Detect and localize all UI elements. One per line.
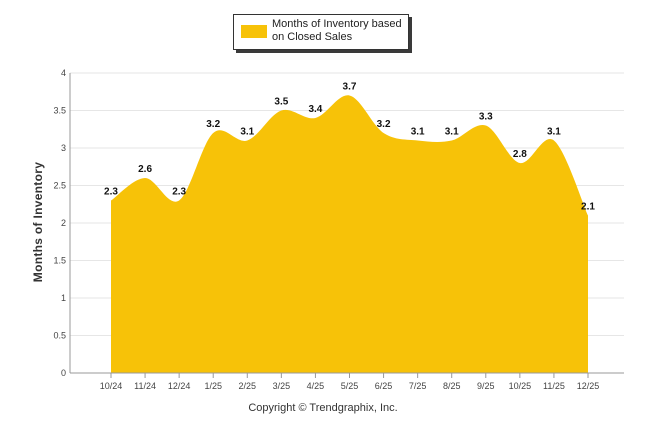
data-label: 2.3 xyxy=(172,187,186,198)
x-tick-label: 2/25 xyxy=(239,381,257,391)
axes xyxy=(69,73,624,378)
y-tick-labels: 0 0.5 1 1.5 2 2.5 3 3.5 4 xyxy=(53,68,66,378)
x-tick-label: 5/25 xyxy=(341,381,359,391)
x-tick-label: 4/25 xyxy=(307,381,325,391)
y-tick-label: 3 xyxy=(61,143,66,153)
data-label: 2.3 xyxy=(104,187,118,198)
y-tick-label: 2 xyxy=(61,218,66,228)
x-tick-label: 9/25 xyxy=(477,381,495,391)
y-tick-label: 1 xyxy=(61,293,66,303)
x-tick-label: 10/25 xyxy=(509,381,532,391)
data-label: 3.1 xyxy=(445,127,459,138)
x-tick-label: 8/25 xyxy=(443,381,461,391)
copyright-text: Copyright © Trendgraphix, Inc. xyxy=(248,402,398,414)
legend-swatch xyxy=(241,25,267,38)
x-tick-label: 12/24 xyxy=(168,381,191,391)
y-axis-title: Months of Inventory xyxy=(31,161,45,283)
area-series xyxy=(111,95,588,373)
y-tick-label: 2.5 xyxy=(53,181,66,191)
area-fill xyxy=(111,95,588,373)
data-label: 3.4 xyxy=(308,104,322,115)
x-tick-label: 3/25 xyxy=(273,381,291,391)
legend-label: Months of Inventory based on Closed Sale… xyxy=(272,18,402,43)
x-tick-label: 1/25 xyxy=(204,381,222,391)
x-tick-label: 11/25 xyxy=(543,381,565,391)
data-label: 3.7 xyxy=(343,82,357,93)
data-label: 3.2 xyxy=(377,119,391,130)
x-tick-label: 6/25 xyxy=(375,381,393,391)
data-label: 3.1 xyxy=(547,127,561,138)
data-label: 2.6 xyxy=(138,164,152,175)
data-labels: 2.3 2.6 2.3 3.2 3.1 3.5 3.4 3.7 3.2 3.1 3.1 3.3 2.8 3… xyxy=(104,82,595,213)
data-label: 3.1 xyxy=(240,127,254,138)
x-tick-labels: 10/24 11/24 12/24 1/25 2/25 3/25 4/25 5/25 6/25 7… xyxy=(100,381,600,391)
y-tick-label: 1.5 xyxy=(53,256,66,266)
data-label: 2.8 xyxy=(513,149,527,160)
data-label: 3.1 xyxy=(411,127,425,138)
data-label: 3.2 xyxy=(206,119,220,130)
x-tick-label: 10/24 xyxy=(100,381,123,391)
data-label: 3.3 xyxy=(479,112,493,123)
x-tick-label: 11/24 xyxy=(134,381,156,391)
y-tick-label: 0 xyxy=(61,368,66,378)
y-tick-label: 4 xyxy=(61,68,66,78)
x-tick-label: 12/25 xyxy=(577,381,600,391)
data-label: 3.5 xyxy=(274,97,288,108)
data-label: 2.1 xyxy=(581,202,595,213)
y-tick-label: 3.5 xyxy=(53,106,66,116)
y-tick-label: 0.5 xyxy=(53,331,66,341)
legend: Months of Inventory based on Closed Sale… xyxy=(233,14,409,50)
x-tick-label: 7/25 xyxy=(409,381,427,391)
